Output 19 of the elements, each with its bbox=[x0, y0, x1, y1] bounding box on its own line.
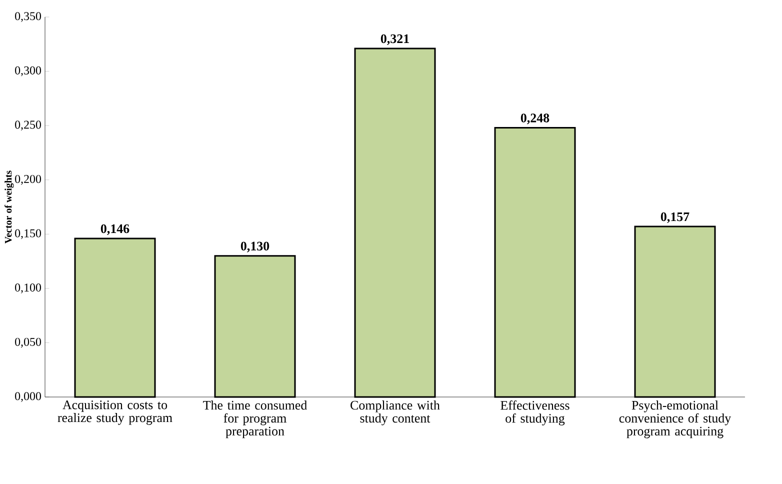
y-tick-label: 0,150 bbox=[15, 229, 42, 240]
data-label: 0,146 bbox=[100, 224, 130, 235]
y-tick-label: 0,100 bbox=[15, 284, 42, 294]
x-tick-label: Psych-emotional convenience of study program acquiring bbox=[619, 400, 732, 438]
y-tick-label: 0,250 bbox=[15, 120, 42, 130]
x-tick-label: The time consumed for program preparation bbox=[203, 400, 307, 438]
data-label: 0,157 bbox=[660, 212, 690, 224]
y-axis-title: Vector of weights bbox=[4, 170, 14, 244]
y-tick-label: 0,200 bbox=[15, 174, 42, 185]
data-label: 0,321 bbox=[380, 34, 409, 45]
x-tick-label: Compliance with study content bbox=[350, 400, 440, 426]
data-label: 0,248 bbox=[520, 114, 550, 124]
data-label: 0,130 bbox=[240, 242, 270, 252]
y-tick-label: 0,050 bbox=[15, 338, 42, 348]
y-tick-label: 0,000 bbox=[15, 392, 42, 402]
x-tick-label: Effectiveness of studying bbox=[500, 400, 570, 426]
y-tick-label: 0,350 bbox=[15, 12, 42, 22]
x-tick-label: Acquisition costs to realize study program bbox=[58, 400, 172, 425]
y-tick-label: 0,300 bbox=[15, 66, 42, 76]
